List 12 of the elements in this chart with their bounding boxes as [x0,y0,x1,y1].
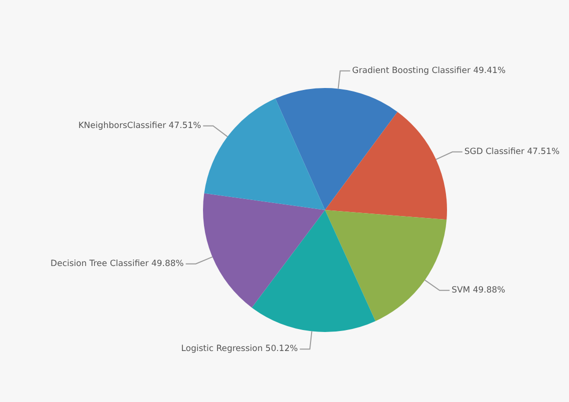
pie-slice [252,210,376,332]
slice-label: SGD Classifier 47.51% [464,146,560,157]
pie-slice [204,98,325,210]
pie-slice [275,88,398,210]
slice-label: Gradient Boosting Classifier 49.41% [352,66,506,76]
pie-slice [325,210,447,322]
pie-slice [325,112,447,220]
slice-label: KNeighborsClassifier 47.51% [78,120,202,131]
slice-label: SVM 49.88% [452,285,506,296]
pie-slice [203,193,325,308]
slice-label: Decision Tree Classifier 49.88% [50,258,184,269]
slice-label: Logistic Regression 50.12% [181,344,298,354]
